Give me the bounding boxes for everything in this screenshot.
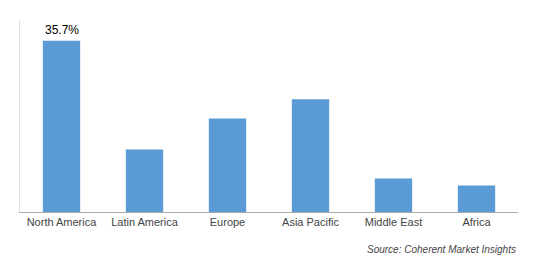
svg-text:North America: North America — [27, 216, 98, 228]
svg-text:Africa: Africa — [462, 216, 491, 228]
svg-text:Source: Coherent Market Insigh: Source: Coherent Market Insights — [367, 244, 516, 255]
svg-text:Latin America: Latin America — [111, 216, 179, 228]
svg-text:Europe: Europe — [210, 216, 245, 228]
svg-text:Middle East: Middle East — [365, 216, 422, 228]
svg-text:Asia Pacific: Asia Pacific — [282, 216, 339, 228]
svg-text:35.7%: 35.7% — [45, 23, 79, 37]
